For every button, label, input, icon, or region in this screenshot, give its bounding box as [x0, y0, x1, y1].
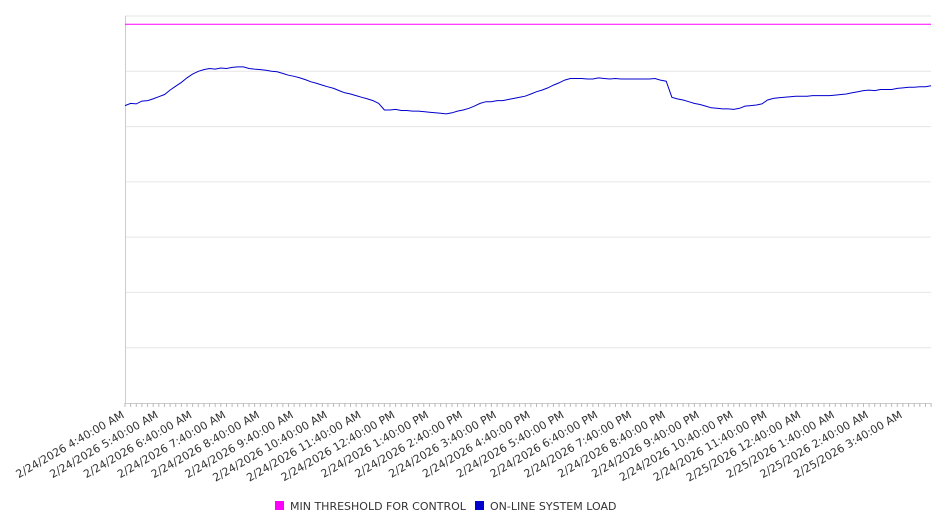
series-lines	[124, 23, 932, 115]
legend-item-system-load[interactable]: ON-LINE SYSTEM LOAD	[475, 500, 616, 513]
legend-swatch-threshold	[275, 501, 284, 510]
legend-label-system-load: ON-LINE SYSTEM LOAD	[490, 500, 616, 513]
legend-label-threshold: MIN THRESHOLD FOR CONTROL	[290, 500, 467, 513]
axes	[124, 16, 932, 407]
x-tick-labels: 2/24/2026 4:40:00 AM2/24/2026 5:40:00 AM…	[14, 408, 905, 484]
legend-item-threshold[interactable]: MIN THRESHOLD FOR CONTROL	[275, 500, 467, 513]
legend-swatch-system-load	[475, 501, 484, 510]
gridlines	[125, 15, 931, 349]
series-line-system-load[interactable]	[124, 66, 932, 115]
legend: MIN THRESHOLD FOR CONTROL ON-LINE SYSTEM…	[275, 500, 616, 513]
